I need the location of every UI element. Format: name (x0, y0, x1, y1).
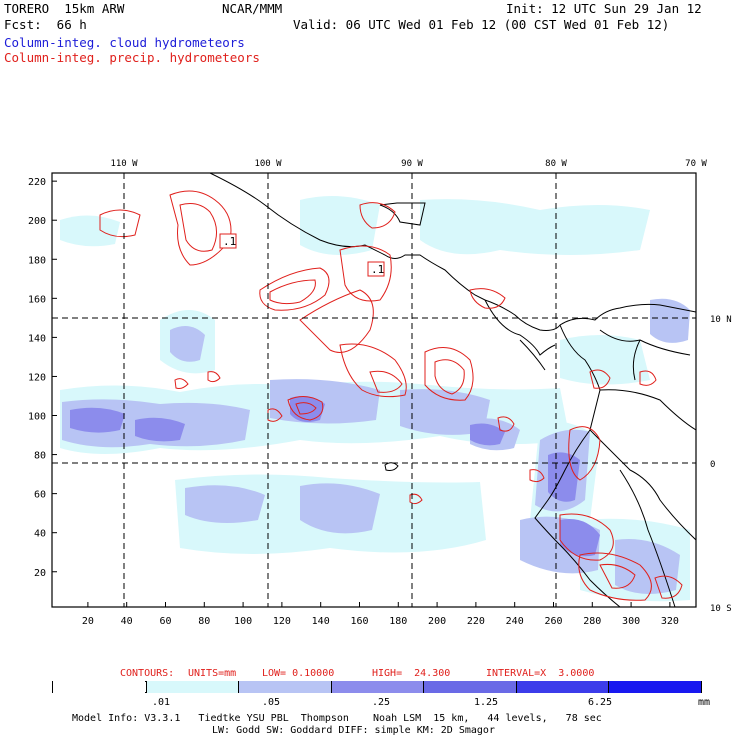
y-tick-label: 160 (28, 294, 46, 305)
map-frame (51, 172, 697, 608)
contour-label-1: .1 (223, 235, 236, 248)
x-tick-label: 40 (121, 616, 133, 627)
y-tick-label: 80 (34, 451, 46, 462)
longitude-label: 110 W (110, 159, 138, 169)
valid-time: Valid: 06 UTC Wed 01 Feb 12 (00 CST Wed … (293, 17, 670, 32)
x-tick-label: 100 (234, 616, 252, 627)
contour-label-2: .1 (371, 263, 384, 276)
y-tick-label: 120 (28, 372, 46, 383)
lat-lon-grid (52, 173, 696, 607)
model-info-line1: Model Info: V3.3.1 Tiedtke YSU PBL Thomp… (72, 713, 602, 724)
latitude-label: 10 N (710, 315, 732, 325)
colorbar-cell (145, 681, 239, 693)
x-tick-label: 80 (198, 616, 210, 627)
x-tick-label: 260 (544, 616, 562, 627)
model-name: TORERO 15km ARW (4, 1, 125, 16)
colorbar-cell (515, 681, 609, 693)
forecast-hour: Fcst: 66 h (4, 17, 87, 32)
x-axis-ticks: 20 40 60 80 100 120 140 160 180 200 220 240 260 280 30… (82, 602, 679, 627)
y-axis-ticks: 220 200 180 160 140 120 100 80 60 40 20 (28, 177, 57, 579)
colorbar-label-2: .05 (262, 697, 281, 708)
y-tick-label: 20 (34, 568, 46, 579)
longitude-label: 90 W (401, 159, 423, 169)
x-tick-label: 280 (583, 616, 601, 627)
contours-units: UNITS=mm (188, 668, 237, 679)
field-label-cloud: Column-integ. cloud hydrometeors (4, 35, 245, 50)
precip-contours (99, 190, 683, 601)
latitude-label: 10 S (710, 604, 732, 614)
colorbar-cell (53, 681, 145, 693)
x-tick-label: 200 (428, 616, 446, 627)
y-tick-label: 40 (34, 529, 46, 540)
x-tick-label: 140 (312, 616, 330, 627)
y-tick-label: 60 (34, 490, 46, 501)
field-label-precip: Column-integ. precip. hydrometeors (4, 50, 260, 65)
y-tick-label: 220 (28, 177, 46, 188)
x-tick-label: 120 (273, 616, 291, 627)
x-tick-label: 320 (661, 616, 679, 627)
longitude-label: 70 W (685, 159, 707, 169)
latitude-label: 0 (710, 460, 715, 470)
contours-label: CONTOURS: (120, 668, 175, 679)
colorbar-cell (238, 681, 331, 693)
init-time: Init: 12 UTC Sun 29 Jan 12 (506, 1, 702, 16)
hydrometeor-shading (60, 196, 690, 602)
x-tick-label: 240 (506, 616, 524, 627)
colorbar-label-3: .25 (372, 697, 391, 708)
y-tick-label: 100 (28, 412, 46, 423)
y-tick-label: 140 (28, 333, 46, 344)
colorbar-label-5: 6.25 (588, 697, 613, 708)
contours-interval: INTERVAL=X 3.0000 (486, 668, 595, 679)
longitude-label: 80 W (545, 159, 567, 169)
y-tick-label: 200 (28, 216, 46, 227)
latitude-labels: 10 N 0 10 S (710, 315, 732, 614)
colorbar-label-4: 1.25 (474, 697, 499, 708)
colorbar-unit: mm (698, 697, 711, 708)
contours-low: LOW= 0.10000 (262, 668, 335, 679)
x-tick-label: 300 (622, 616, 640, 627)
longitude-labels: 110 W 100 W 90 W 80 W 70 W (110, 159, 707, 169)
x-tick-label: 160 (350, 616, 368, 627)
longitude-label: 100 W (254, 159, 282, 169)
x-tick-label: 220 (467, 616, 485, 627)
y-tick-label: 180 (28, 255, 46, 266)
coastlines (209, 173, 696, 607)
colorbar-cell (330, 681, 424, 693)
colorbar-label-1: .01 (152, 697, 171, 708)
organization: NCAR/MMM (222, 1, 283, 16)
colorbar-cell (608, 681, 701, 693)
x-tick-label: 180 (389, 616, 407, 627)
x-tick-label: 60 (159, 616, 171, 627)
contours-high: HIGH= 24.300 (372, 668, 451, 679)
colorbar-cell (423, 681, 516, 693)
model-info-line2: LW: Godd SW: Goddard DIFF: simple KM: 2D… (212, 725, 495, 736)
x-tick-label: 20 (82, 616, 94, 627)
